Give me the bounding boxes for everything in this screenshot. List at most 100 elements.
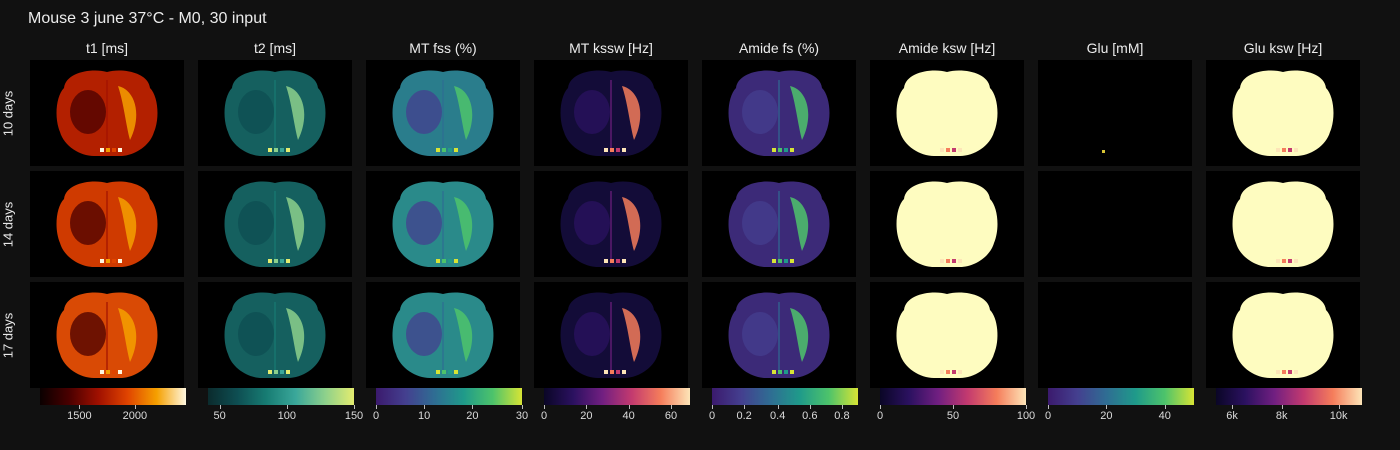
midline	[610, 80, 612, 152]
speckle-pixel	[778, 259, 782, 263]
speckle-pixel	[622, 370, 626, 374]
midline	[274, 191, 276, 263]
colorbar-tick-label: 0.2	[736, 410, 752, 422]
column-title: Glu [mM]	[1086, 40, 1144, 56]
cortex-region	[622, 86, 641, 140]
hemisphere-region	[406, 201, 442, 245]
speckle-pixel	[280, 370, 284, 374]
hemisphere-region	[406, 312, 442, 356]
hemisphere-region	[70, 90, 106, 134]
speckle-pixel	[952, 370, 956, 374]
colorbar-tick-label: 60	[664, 410, 678, 422]
colorbar-tick-label: 40	[1158, 410, 1171, 422]
speckle-pixel	[436, 370, 440, 374]
speckle-pixel	[958, 370, 962, 374]
midline	[610, 191, 612, 263]
speckle-pixel	[778, 148, 782, 152]
colorbar-tick-mark	[777, 405, 779, 409]
midline	[106, 302, 108, 374]
speckle-pixel	[112, 148, 116, 152]
map-panel	[1206, 60, 1360, 166]
midline	[442, 302, 444, 374]
column-title: MT kssw [Hz]	[569, 40, 653, 56]
speckle-pixel	[1288, 259, 1292, 263]
colorbar	[1216, 388, 1362, 405]
speckle-pixel	[622, 259, 626, 263]
speckle-pixel	[616, 148, 620, 152]
colorbar	[40, 388, 186, 405]
speckle-pixel	[268, 259, 272, 263]
column-title: Amide ksw [Hz]	[898, 40, 996, 56]
colorbar-tick-mark	[1281, 405, 1283, 409]
speckle-pixel	[448, 148, 452, 152]
midline	[610, 302, 612, 374]
hemisphere-region	[238, 312, 274, 356]
colorbar	[880, 388, 1026, 405]
colorbar-tick-label: 150	[344, 410, 364, 422]
colorbar	[544, 388, 690, 405]
map-panel	[198, 282, 352, 388]
midline	[778, 302, 780, 374]
row-label: 10 days	[0, 90, 16, 136]
hemisphere-region	[742, 90, 778, 134]
colorbar-tick-label: 10	[418, 410, 431, 422]
colorbar-tick-mark	[712, 405, 713, 409]
hemisphere-region	[70, 201, 106, 245]
colorbar-tick-mark	[286, 405, 288, 409]
column-title: Amide fs (%)	[738, 40, 820, 56]
midline	[442, 80, 444, 152]
colorbar-tick-mark	[1338, 405, 1340, 409]
colorbar-tick-label: 1500	[67, 410, 92, 422]
speckle-pixel	[940, 259, 944, 263]
colorbar-tick-label: 0	[876, 410, 884, 422]
speckle-pixel	[1288, 370, 1292, 374]
hemisphere-region	[238, 90, 274, 134]
speckle-pixel	[1276, 259, 1280, 263]
cortex-region	[118, 308, 137, 362]
speckle-pixel	[772, 148, 776, 152]
colorbar-tick-mark	[1026, 405, 1027, 409]
speckle-pixel	[790, 259, 794, 263]
brain-map	[896, 292, 998, 378]
speckle-pixel	[946, 259, 950, 263]
map-panel	[30, 60, 184, 166]
midline	[106, 191, 108, 263]
map-panel	[1206, 171, 1360, 277]
map-panel	[366, 282, 520, 388]
colorbar-tick-mark	[134, 405, 136, 409]
map-panel	[870, 60, 1024, 166]
colorbar-tick-label: 6k	[1226, 410, 1238, 422]
hemisphere-region	[238, 201, 274, 245]
speckle-pixel	[454, 259, 458, 263]
colorbar-tick-label: 8k	[1275, 410, 1288, 422]
colorbar-tick-mark	[472, 405, 474, 409]
speckle-pixel	[604, 148, 608, 152]
speckle-pixel	[952, 148, 956, 152]
speckle-pixel	[100, 259, 104, 263]
speckle-pixel	[106, 148, 110, 152]
colorbar-tick-mark	[354, 405, 355, 409]
speckle-pixel	[118, 148, 122, 152]
cortex-region	[790, 197, 809, 251]
midline	[778, 191, 780, 263]
speckle-pixel	[274, 148, 278, 152]
speckle-pixel	[286, 259, 290, 263]
row-label: 17 days	[0, 312, 16, 358]
speckle-pixel	[448, 259, 452, 263]
speckle-pixel	[1294, 370, 1298, 374]
cortex-region	[454, 86, 473, 140]
colorbar	[1048, 388, 1194, 405]
brain-map	[896, 181, 998, 267]
colorbar	[208, 388, 354, 405]
speckle-pixel	[778, 370, 782, 374]
speckle-pixel	[940, 370, 944, 374]
speckle-pixel	[946, 148, 950, 152]
speckle-pixel	[1282, 370, 1286, 374]
speckle-pixel	[286, 148, 290, 152]
colorbar-tick-label: 0.6	[802, 410, 818, 422]
speckle-pixel	[952, 259, 956, 263]
colorbar-tick-label: 40	[622, 410, 635, 422]
colorbar-tick-mark	[809, 405, 811, 409]
map-panel	[534, 282, 688, 388]
speckle-pixel	[940, 148, 944, 152]
